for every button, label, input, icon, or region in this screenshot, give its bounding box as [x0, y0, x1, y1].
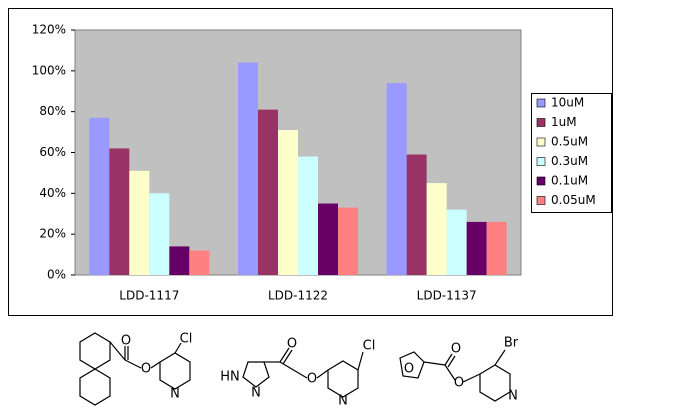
- bar: [298, 156, 318, 275]
- atom-label: N: [508, 389, 518, 404]
- y-tick-label: 0%: [47, 268, 66, 282]
- bond: [462, 373, 481, 383]
- y-tick-label: 40%: [39, 186, 66, 200]
- legend-marker: [536, 118, 546, 127]
- bar: [109, 148, 130, 275]
- legend-label: 0.3uM: [551, 154, 588, 168]
- bond: [174, 342, 182, 354]
- atom-label: N: [251, 386, 261, 401]
- atom-label: O: [307, 372, 317, 387]
- bar: [169, 246, 190, 275]
- ring: [399, 351, 425, 379]
- legend-label: 1uM: [551, 115, 577, 129]
- ring: [327, 360, 359, 398]
- atom-label: HN: [220, 370, 240, 385]
- legend-label: 0.05uM: [551, 193, 596, 207]
- atom-label: Cl: [363, 339, 376, 354]
- ring: [242, 361, 270, 388]
- bond: [316, 369, 329, 379]
- y-tick-label: 20%: [39, 227, 66, 241]
- bond: [282, 349, 293, 365]
- bond: [279, 361, 308, 379]
- legend-label: 10uM: [551, 96, 584, 110]
- x-tick-label: LDD-1122: [268, 289, 328, 303]
- bond: [444, 353, 453, 366]
- bar: [189, 250, 210, 275]
- bond: [423, 361, 446, 366]
- bond: [494, 349, 506, 366]
- bond: [124, 359, 142, 369]
- atom-label: Cl: [180, 332, 193, 347]
- bar: [149, 193, 170, 275]
- x-tick-label: LDD-1137: [417, 289, 477, 303]
- ring: [479, 364, 511, 402]
- atom-label: O: [454, 376, 464, 391]
- bar: [338, 207, 358, 275]
- y-tick-label: 120%: [32, 23, 66, 37]
- atom-label: O: [141, 362, 151, 377]
- bond: [444, 364, 456, 381]
- atom-label: O: [451, 342, 461, 357]
- bar: [129, 170, 150, 275]
- atom-label: Br: [504, 336, 519, 351]
- bar: [406, 154, 427, 275]
- legend-label: 0.1uM: [551, 174, 588, 188]
- atom-label: O: [404, 362, 414, 377]
- ring: [159, 352, 191, 390]
- bar: [486, 221, 507, 275]
- atom-label: N: [170, 387, 180, 402]
- bond: [279, 347, 290, 363]
- legend-marker: [536, 98, 546, 108]
- legend-marker: [536, 196, 546, 205]
- legend-label: 0.5uM: [551, 135, 588, 149]
- structures: O O Cl N HN N O O Cl N O O O Br N: [79, 332, 519, 409]
- bar: [386, 83, 407, 275]
- y-tick-label: 80%: [39, 104, 66, 118]
- bar: [426, 183, 447, 275]
- bond: [447, 355, 456, 368]
- atom-label: O: [121, 334, 131, 349]
- bond: [357, 351, 364, 371]
- legend-marker: [536, 157, 546, 166]
- bar: [446, 209, 467, 275]
- atom-label: N: [338, 394, 348, 409]
- bar: [466, 221, 487, 275]
- atom-label: O: [287, 337, 297, 352]
- legend: [531, 93, 612, 213]
- ring: [79, 332, 111, 370]
- y-tick-label: 60%: [39, 145, 66, 159]
- bond: [109, 341, 126, 361]
- ring: [79, 368, 111, 406]
- bar: [278, 130, 298, 275]
- bar: [89, 117, 110, 276]
- bar: [318, 203, 338, 275]
- y-tick-label: 100%: [32, 63, 66, 77]
- legend-marker: [536, 176, 546, 186]
- bar: [258, 109, 278, 275]
- bond: [150, 361, 161, 369]
- legend-marker: [536, 137, 546, 147]
- x-tick-label: LDD-1117: [119, 289, 179, 303]
- bar: [238, 62, 258, 275]
